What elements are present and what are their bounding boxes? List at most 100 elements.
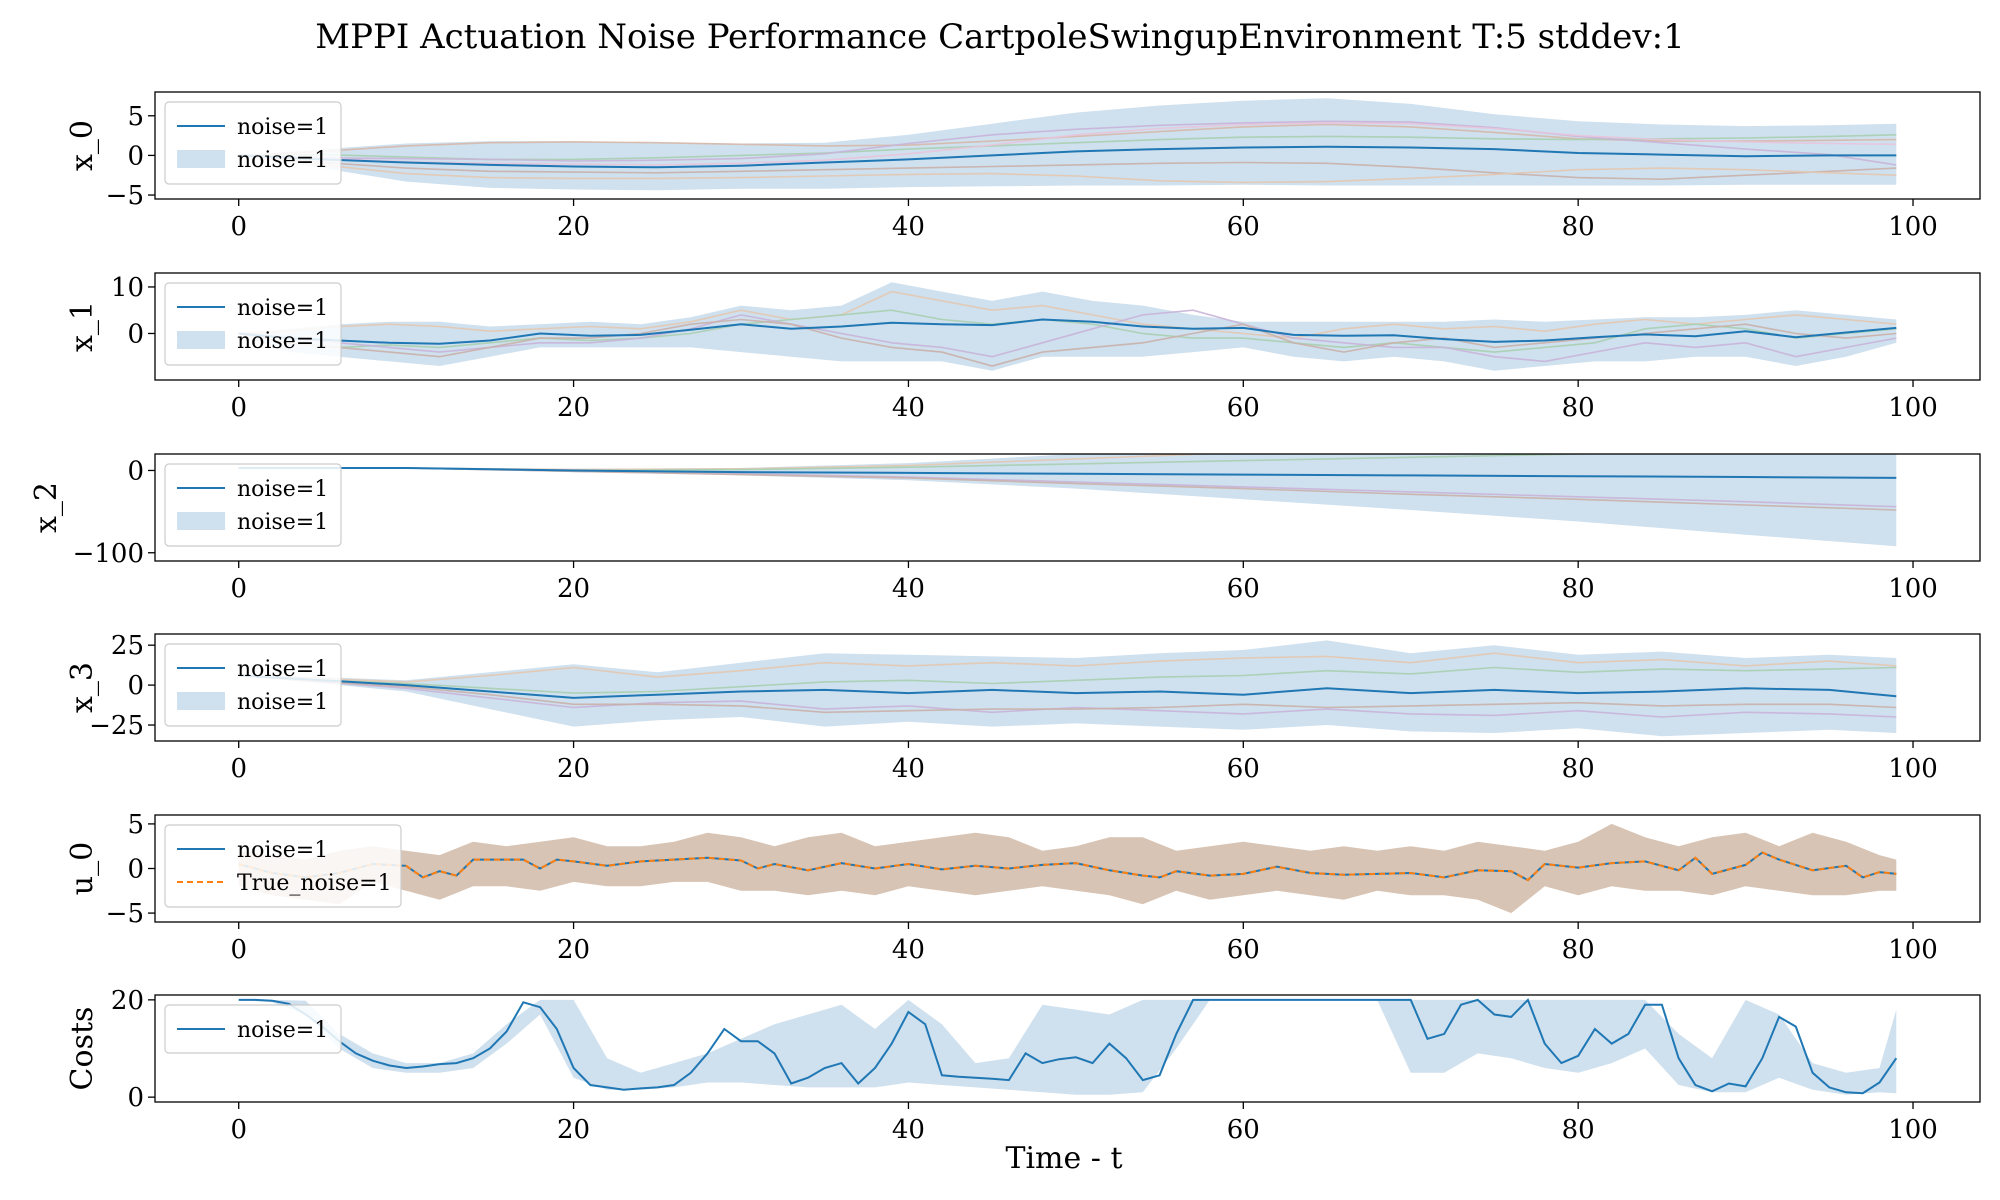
mean-line — [238, 998, 1898, 1095]
legend-label: noise=1 — [237, 115, 328, 140]
x-tick-label: 60 — [1227, 212, 1260, 242]
x-tick-label: 80 — [1562, 754, 1595, 784]
y-axis-label: u_0 — [65, 842, 100, 895]
panel-x-3: 0 20 40 60 80 100 25 0 −25x_3 noise=1 noise=1 — [65, 631, 1981, 784]
x-tick-label: 20 — [557, 393, 590, 423]
legend-label: noise=1 — [237, 296, 328, 321]
y-tick-label: 10 — [111, 273, 144, 303]
x-tick-label: 0 — [230, 393, 247, 423]
panel-costs: 0 20 40 60 80 100 20 0 Costs noise=1 — [65, 986, 1981, 1145]
y-axis-label: x_3 — [65, 662, 100, 713]
x-tick-label: 0 — [230, 574, 247, 604]
plot-area — [238, 282, 1897, 371]
x-tick-label: 20 — [557, 574, 590, 604]
sample-trace-4 — [238, 674, 1897, 714]
plot-area — [238, 454, 1897, 547]
y-tick-label: 0 — [127, 671, 144, 701]
mean-line — [238, 674, 1897, 699]
sample-trace-3 — [238, 120, 1897, 166]
x-tick-label: 100 — [1888, 1115, 1938, 1145]
legend-label: noise=1 — [237, 657, 328, 682]
x-tick-label: 60 — [1227, 1115, 1260, 1145]
std-band — [238, 640, 1897, 737]
plot-area — [238, 98, 1897, 191]
legend-label: noise=1 — [237, 690, 328, 715]
std-band — [238, 823, 1897, 914]
legend-band-swatch — [177, 150, 225, 168]
axes-frame — [154, 453, 1981, 562]
x-tick-label: 100 — [1888, 754, 1938, 784]
plot-area — [238, 640, 1897, 737]
x-tick-label: 40 — [892, 1115, 925, 1145]
y-tick-label: 25 — [111, 631, 144, 661]
y-axis-label: x_2 — [29, 482, 64, 533]
x-tick-label: 80 — [1562, 1115, 1595, 1145]
mean-line — [238, 145, 1897, 169]
sample-trace-6 — [238, 122, 1897, 166]
x-tick-label: 80 — [1562, 393, 1595, 423]
legend-label: noise=1 — [237, 1018, 328, 1043]
legend-box — [164, 1004, 342, 1054]
y-tick-label: −25 — [89, 711, 144, 741]
std-band — [238, 454, 1897, 547]
sample-trace-2 — [238, 666, 1897, 694]
legend-label: noise=1 — [237, 329, 328, 354]
legend-label: True_noise=1 — [237, 871, 392, 896]
x-tick-label: 60 — [1227, 935, 1260, 965]
y-tick-label: 20 — [111, 986, 144, 1016]
sample-trace-1 — [238, 652, 1897, 683]
mean-line — [238, 318, 1897, 345]
sample-trace-4 — [238, 154, 1897, 181]
y-tick-label: 0 — [127, 319, 144, 349]
y-tick-label: 0 — [127, 855, 144, 885]
true-noise-line — [238, 851, 1897, 882]
panel-x-2: 0 20 40 60 80 100 0 −100 x_2 noise=1 noise=1 — [29, 453, 1981, 604]
y-tick-label: 5 — [127, 102, 144, 132]
x-tick-label: 20 — [557, 212, 590, 242]
chart-title: MPPI Actuation Noise Performance Cartpol… — [315, 17, 1684, 57]
x-tick-label: 100 — [1888, 212, 1938, 242]
x-tick-label: 40 — [892, 212, 925, 242]
panel-u-0: 0 20 40 60 80 100 5 0 −5u_0 noise=1 True_noise=1 — [65, 810, 1981, 965]
legend-label: noise=1 — [237, 148, 328, 173]
mean-line — [238, 467, 1897, 479]
legend-box — [164, 824, 402, 908]
std-band — [238, 282, 1897, 371]
x-tick-label: 40 — [892, 935, 925, 965]
y-axis-label: Costs — [65, 1007, 100, 1091]
x-tick-label: 40 — [892, 393, 925, 423]
axes-frame — [154, 994, 1981, 1103]
axes-frame — [154, 633, 1981, 742]
x-tick-label: 0 — [230, 935, 247, 965]
y-axis-label: x_0 — [65, 120, 100, 171]
std-band — [238, 999, 1897, 1095]
axes-frame — [154, 272, 1981, 381]
x-tick-label: 0 — [230, 754, 247, 784]
x-tick-label: 80 — [1562, 212, 1595, 242]
x-tick-label: 20 — [557, 754, 590, 784]
x-tick-label: 20 — [557, 935, 590, 965]
x-tick-label: 80 — [1562, 935, 1595, 965]
x-tick-label: 0 — [230, 1115, 247, 1145]
x-tick-label: 60 — [1227, 754, 1260, 784]
legend-band-swatch — [177, 331, 225, 349]
sample-trace-3 — [238, 309, 1897, 363]
y-tick-label: −100 — [73, 539, 144, 569]
legend-band-swatch — [177, 692, 225, 710]
sample-trace-5 — [238, 154, 1897, 184]
legend-band-swatch — [177, 512, 225, 530]
y-tick-label: −5 — [106, 899, 144, 929]
x-tick-label: 0 — [230, 212, 247, 242]
sample-trace-1 — [238, 290, 1897, 339]
legend-label: noise=1 — [237, 477, 328, 502]
x-tick-label: 20 — [557, 1115, 590, 1145]
y-axis-label: x_1 — [65, 301, 100, 352]
y-tick-label: 0 — [127, 456, 144, 486]
x-axis-label: Time - t — [1005, 1141, 1122, 1176]
x-tick-label: 40 — [892, 574, 925, 604]
x-tick-label: 100 — [1888, 574, 1938, 604]
x-tick-label: 80 — [1562, 574, 1595, 604]
